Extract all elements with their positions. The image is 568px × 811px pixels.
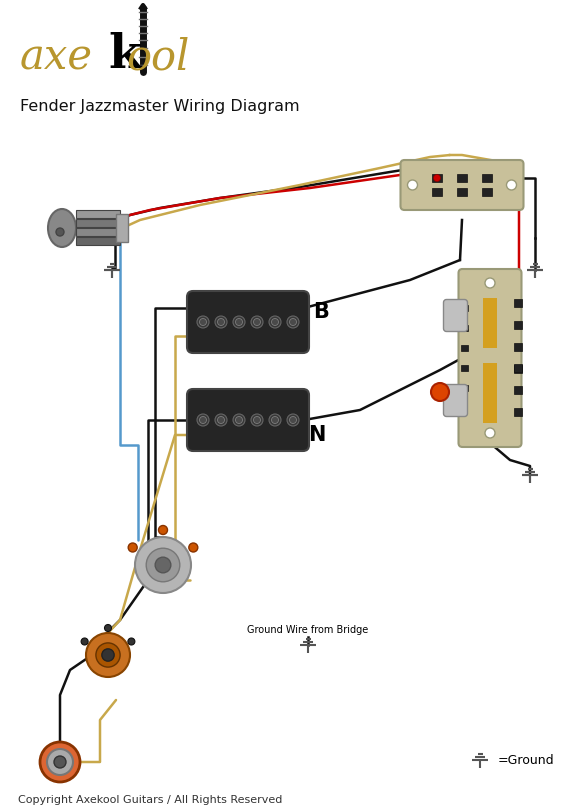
Circle shape: [433, 174, 441, 182]
Bar: [461, 345, 467, 351]
Bar: [513, 343, 521, 351]
Bar: [513, 408, 521, 416]
Circle shape: [102, 649, 114, 661]
Bar: [432, 174, 442, 182]
Bar: [513, 364, 521, 372]
Circle shape: [158, 526, 168, 534]
Circle shape: [56, 228, 64, 236]
Circle shape: [128, 543, 137, 552]
Circle shape: [290, 417, 296, 423]
Bar: [457, 174, 467, 182]
Circle shape: [407, 180, 417, 190]
Circle shape: [128, 638, 135, 645]
FancyBboxPatch shape: [458, 269, 521, 447]
Bar: [76, 237, 120, 245]
Bar: [76, 219, 120, 227]
Circle shape: [81, 638, 88, 645]
Ellipse shape: [48, 209, 76, 247]
FancyBboxPatch shape: [444, 299, 467, 332]
Circle shape: [199, 417, 207, 423]
Circle shape: [215, 316, 227, 328]
Bar: [513, 299, 521, 307]
Bar: [461, 325, 467, 331]
Bar: [513, 386, 521, 394]
Text: =Ground: =Ground: [498, 754, 554, 767]
Text: k: k: [108, 32, 141, 78]
Circle shape: [507, 180, 516, 190]
Text: ool: ool: [126, 37, 189, 79]
Circle shape: [287, 316, 299, 328]
FancyBboxPatch shape: [187, 291, 309, 353]
Circle shape: [269, 316, 281, 328]
Circle shape: [105, 624, 111, 632]
Bar: [461, 385, 467, 391]
Circle shape: [485, 428, 495, 438]
FancyBboxPatch shape: [400, 160, 524, 210]
Bar: [432, 188, 442, 196]
Circle shape: [199, 319, 207, 325]
Bar: [483, 363, 497, 423]
Circle shape: [54, 756, 66, 768]
Circle shape: [96, 643, 120, 667]
Bar: [513, 365, 521, 373]
Circle shape: [215, 414, 227, 426]
Bar: [482, 188, 492, 196]
Text: axe: axe: [20, 37, 93, 79]
Circle shape: [146, 548, 180, 581]
Circle shape: [233, 414, 245, 426]
Circle shape: [485, 278, 495, 288]
Bar: [461, 365, 467, 371]
Bar: [116, 214, 128, 242]
Circle shape: [197, 414, 209, 426]
Circle shape: [290, 319, 296, 325]
Circle shape: [251, 414, 263, 426]
Circle shape: [197, 316, 209, 328]
Bar: [76, 228, 120, 236]
Circle shape: [47, 749, 73, 775]
FancyBboxPatch shape: [187, 389, 309, 451]
Circle shape: [236, 417, 243, 423]
Bar: [457, 188, 467, 196]
Circle shape: [287, 414, 299, 426]
Circle shape: [251, 316, 263, 328]
Text: Copyright Axekool Guitars / All Rights Reserved: Copyright Axekool Guitars / All Rights R…: [18, 795, 282, 805]
Bar: [513, 321, 521, 329]
FancyBboxPatch shape: [444, 384, 467, 417]
Circle shape: [218, 319, 224, 325]
Circle shape: [272, 319, 278, 325]
Circle shape: [272, 417, 278, 423]
Circle shape: [269, 414, 281, 426]
Circle shape: [233, 316, 245, 328]
Bar: [461, 305, 467, 311]
Text: Ground Wire from Bridge: Ground Wire from Bridge: [248, 625, 369, 635]
Circle shape: [218, 417, 224, 423]
Bar: [482, 174, 492, 182]
Bar: [483, 298, 497, 348]
Circle shape: [86, 633, 130, 677]
Circle shape: [189, 543, 198, 552]
Text: Fender Jazzmaster Wiring Diagram: Fender Jazzmaster Wiring Diagram: [20, 100, 300, 114]
Circle shape: [155, 557, 171, 573]
Text: N: N: [308, 425, 325, 445]
Circle shape: [253, 319, 261, 325]
Bar: [76, 210, 120, 218]
Circle shape: [135, 537, 191, 593]
Circle shape: [236, 319, 243, 325]
Circle shape: [431, 383, 449, 401]
Text: B: B: [313, 302, 329, 322]
Circle shape: [253, 417, 261, 423]
Circle shape: [40, 742, 80, 782]
